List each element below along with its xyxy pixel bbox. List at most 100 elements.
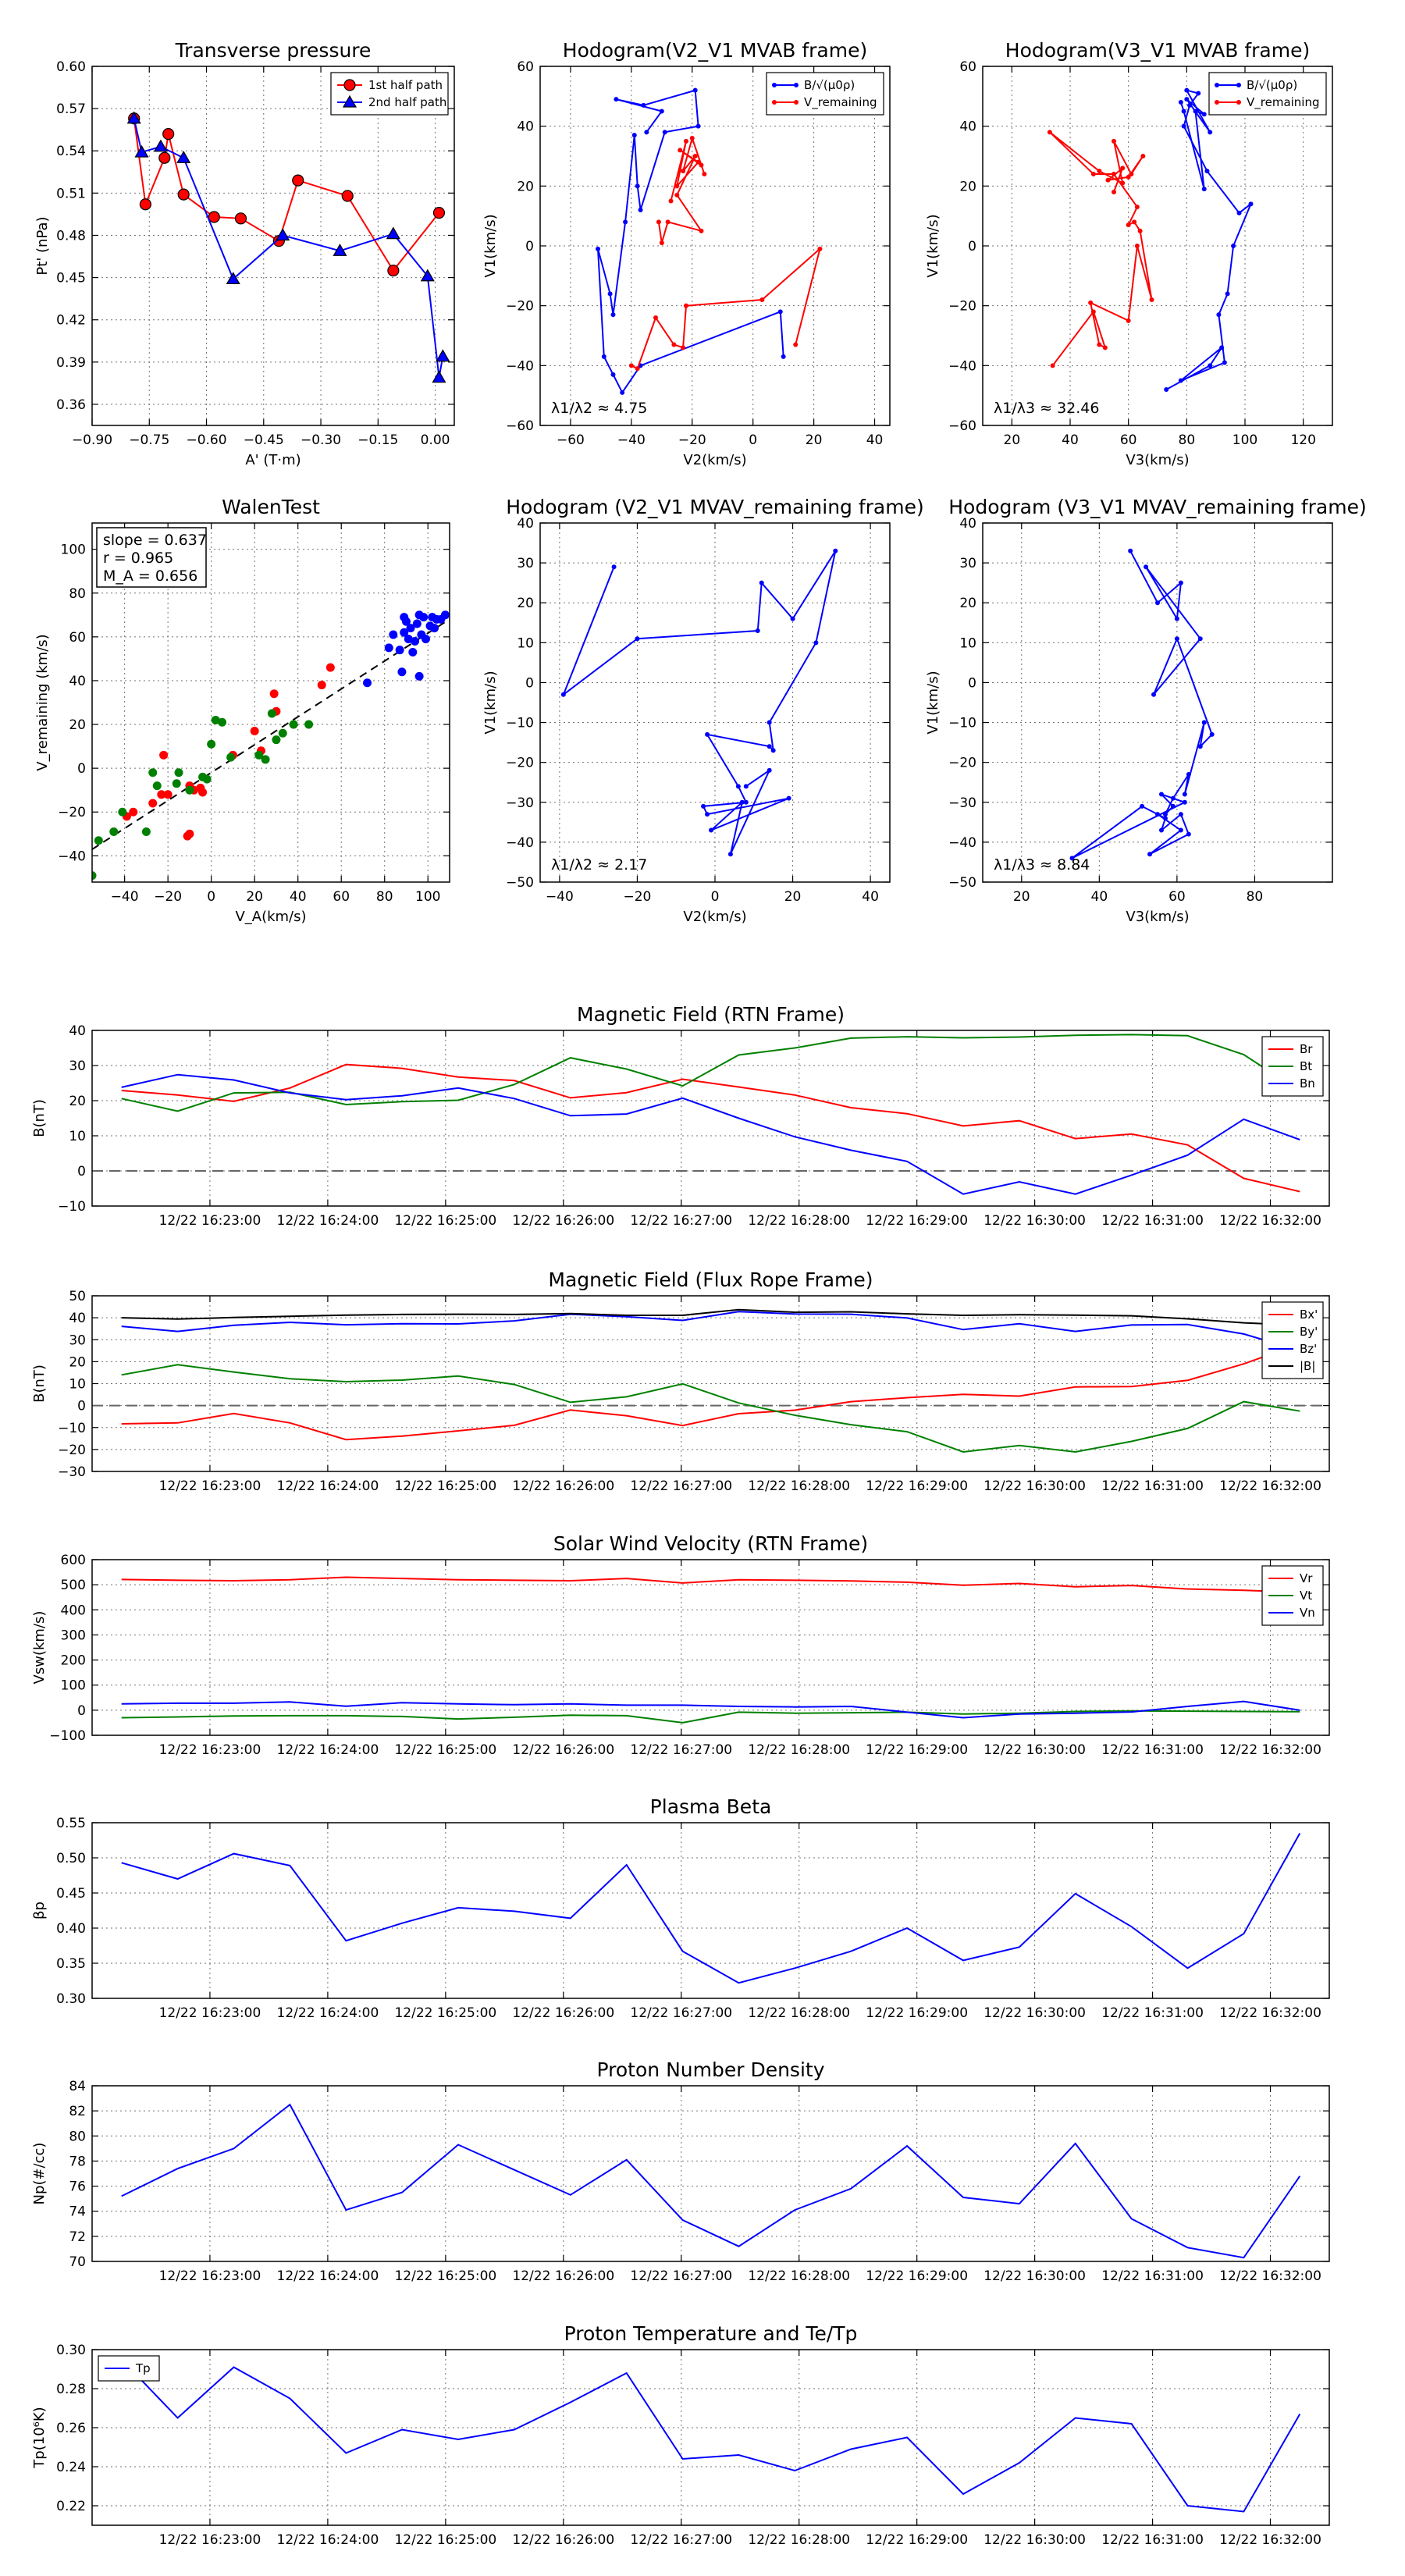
- hodogram-v3-v1-mvav-series-0-point-14: [1162, 812, 1168, 817]
- proton-temperature-xtick-label-2: 12/22 16:25:00: [394, 2532, 496, 2548]
- hodogram-v3-v1-mvav-xtick-label-2: 60: [1168, 889, 1186, 905]
- hodogram-v3-v1-mvav-series-0-point-18: [1069, 856, 1075, 861]
- hodogram-v3-v1-mvab-title: Hodogram(V3_V1 MVAB frame): [1005, 39, 1310, 62]
- hodogram-v2-v1-mvab-series-2-point-6: [702, 172, 707, 176]
- hodogram-v2-v1-mvab-series-1-point-1: [635, 366, 640, 372]
- walen-test-ytick-label-2: 0: [77, 761, 86, 777]
- magnetic-field-flux-rope-legend-label-0: Bx': [1300, 1308, 1318, 1322]
- hodogram-v2-v1-mvab-legend: B/√(μ0ρ) V_remaining: [766, 72, 884, 116]
- hodogram-v2-v1-mvab-series-2-point-8: [681, 169, 686, 174]
- hodogram-v3-v1-mvab-series-0-point-11: [1181, 123, 1186, 129]
- hodogram-v2-v1-mvav-ytick-label-8: 30: [517, 556, 534, 571]
- transverse-pressure-xtick-label-1: −0.75: [129, 432, 169, 448]
- solar-wind-velocity-series-1-line: [121, 1710, 1300, 1724]
- transverse-pressure-xtick-label-5: −0.15: [357, 432, 398, 448]
- walen-test-series-2-point-11: [412, 619, 422, 628]
- hodogram-v3-v1-mvab-series-1-point-3: [1097, 342, 1102, 347]
- hodogram-v2-v1-mvab-series-2-point-7: [689, 136, 695, 141]
- hodogram-v3-v1-mvav-series-0-point-24: [1147, 852, 1153, 857]
- hodogram-v2-v1-mvav-series-0-line: [561, 550, 837, 855]
- hodogram-v3-v1-mvab-series-1-point-14: [1047, 130, 1052, 135]
- walen-test-title: WalenTest: [222, 496, 320, 518]
- proton-number-density-ytick-label-7: 84: [69, 2079, 86, 2094]
- walen-test-series-1-point-5: [148, 768, 158, 777]
- hodogram-v2-v1-mvab-ytick-label-4: 20: [517, 179, 534, 194]
- hodogram-v2-v1-mvab-series-2-point-12: [665, 219, 670, 225]
- hodogram-v2-v1-mvab-xtick-label-0: −60: [557, 432, 585, 448]
- hodogram-v3-v1-mvav-xlabel: V3(km/s): [1126, 909, 1189, 925]
- magnetic-field-rtn-ytick-label-5: 40: [69, 1023, 86, 1039]
- hodogram-v3-v1-mvab-series-0-point-6: [1225, 291, 1230, 297]
- hodogram-v2-v1-mvab-series-0-point-3: [620, 390, 625, 395]
- proton-temperature-xtick-label-8: 12/22 16:31:00: [1101, 2532, 1204, 2548]
- transverse-pressure-series-0-point-3: [162, 127, 175, 141]
- hodogram-v3-v1-mvab-series-1-point-7: [1149, 297, 1154, 302]
- solar-wind-velocity-series-2-line: [121, 1700, 1300, 1719]
- walen-test-series-1-point-21: [289, 720, 298, 729]
- hodogram-v3-v1-mvab-legend-dot-a-1: [1215, 100, 1219, 105]
- hodogram-v3-v1-mvab-series-1-point-2: [1102, 345, 1108, 350]
- walen-test-xtick-label-2: 0: [207, 889, 215, 905]
- proton-temperature-xtick-label-3: 12/22 16:26:00: [512, 2532, 614, 2548]
- hodogram-v3-v1-mvav-ytick-label-0: −50: [948, 875, 976, 891]
- hodogram-v2-v1-mvav-series-0-point-9: [770, 748, 776, 753]
- hodogram-v3-v1-mvab-series-1-point-20: [1126, 174, 1131, 180]
- solar-wind-velocity-title: Solar Wind Velocity (RTN Frame): [553, 1532, 868, 1555]
- proton-temperature-xtick-label-9: 12/22 16:32:00: [1219, 2532, 1321, 2548]
- magnetic-field-rtn-ytick-label-1: 0: [77, 1164, 86, 1179]
- hodogram-v2-v1-mvav-series-0-point-11: [705, 731, 710, 737]
- magnetic-field-flux-rope-xtick-label-6: 12/22 16:29:00: [866, 1478, 968, 1494]
- hodogram-v3-v1-mvab-series-1-point-21: [1105, 177, 1111, 183]
- hodogram-v2-v1-mvab-series-2-point-2: [674, 183, 680, 189]
- walen-test-series-0-point-18: [185, 829, 194, 838]
- magnetic-field-flux-rope-legend-label-3: |B|: [1300, 1359, 1315, 1373]
- plasma-beta-xtick-label-5: 12/22 16:28:00: [748, 2005, 850, 2021]
- transverse-pressure-series-0-line: [133, 118, 440, 272]
- hodogram-v2-v1-mvav-series-0-point-13: [743, 799, 749, 805]
- hodogram-v2-v1-mvav-ytick-label-2: −30: [506, 795, 534, 811]
- transverse-pressure-ytick-label-2: 0.42: [56, 313, 86, 329]
- walen-test-xtick-label-5: 60: [333, 889, 350, 905]
- hodogram-v3-v1-mvav-ytick-label-6: 10: [959, 635, 976, 651]
- solar-wind-velocity-frame: [91, 1559, 1330, 1736]
- transverse-pressure-series-0-point-8: [292, 174, 304, 187]
- hodogram-v3-v1-mvab-series-0-point-19: [1201, 187, 1207, 192]
- magnetic-field-flux-rope-series-2-line: [121, 1311, 1300, 1352]
- hodogram-v2-v1-mvab-series-0-point-9: [623, 219, 628, 225]
- magnetic-field-rtn-xtick-label-4: 12/22 16:27:00: [630, 1213, 732, 1229]
- hodogram-v2-v1-mvav-xlabel: V2(km/s): [683, 909, 746, 925]
- magnetic-field-rtn-ytick-label-2: 10: [69, 1129, 86, 1144]
- hodogram-v2-v1-mvab-annotation: λ1/λ2 ≈ 4.75: [551, 400, 647, 417]
- transverse-pressure-series-0-point-1: [139, 198, 151, 211]
- hodogram-v2-v1-mvab-series-2-point-11: [699, 228, 704, 233]
- transverse-pressure-xtick-label-4: −0.30: [301, 432, 341, 448]
- hodogram-v3-v1-mvav-series-0-point-6: [1151, 692, 1157, 697]
- walen-test-series-1-point-22: [304, 720, 314, 729]
- hodogram-v2-v1-mvav-xtick-label-0: −40: [546, 889, 574, 905]
- magnetic-field-rtn-xtick-label-3: 12/22 16:26:00: [512, 1213, 614, 1229]
- hodogram-v3-v1-mvab-series-0-point-4: [1222, 360, 1227, 365]
- hodogram-v3-v1-mvab-series-1-point-22: [1120, 165, 1126, 171]
- proton-temperature-title: Proton Temperature and Te/Tp: [564, 2322, 858, 2345]
- walen-test-series-1-point-12: [207, 739, 216, 749]
- plasma-beta-ytick-label-1: 0.35: [56, 1956, 86, 1972]
- hodogram-v3-v1-mvab-series-1-point-17: [1112, 138, 1116, 144]
- hodogram-v3-v1-mvab-annotation: λ1/λ3 ≈ 32.46: [994, 400, 1099, 417]
- hodogram-v3-v1-mvav-series-0-point-8: [1209, 731, 1215, 737]
- proton-number-density-title: Proton Number Density: [597, 2058, 825, 2081]
- walen-test-series-1-point-8: [174, 768, 183, 777]
- proton-temperature-xtick-label-1: 12/22 16:24:00: [277, 2532, 379, 2548]
- solar-wind-velocity-xtick-label-4: 12/22 16:27:00: [630, 1742, 732, 1758]
- walen-test-ytick-label-7: 100: [61, 543, 86, 558]
- solar-wind-velocity-legend: Vr Vt Vn: [1261, 1565, 1324, 1626]
- hodogram-v3-v1-mvab-legend: B/√(μ0ρ) V_remaining: [1208, 72, 1327, 116]
- magnetic-field-flux-rope-xtick-label-5: 12/22 16:28:00: [748, 1478, 850, 1494]
- hodogram-v3-v1-mvab-series-1-point-18: [1129, 172, 1134, 176]
- hodogram-v2-v1-mvav-series-0-point-8: [767, 720, 772, 725]
- proton-number-density-ytick-label-3: 76: [69, 2179, 86, 2195]
- plasma-beta-xtick-label-3: 12/22 16:26:00: [512, 2005, 614, 2021]
- hodogram-v2-v1-mvab-legend-box: [766, 72, 884, 116]
- transverse-pressure-series-0-point-11: [432, 207, 446, 219]
- hodogram-v2-v1-mvab-legend-dot-b-0: [794, 83, 799, 87]
- transverse-pressure-legend: 1st half path 2nd half path: [330, 72, 449, 116]
